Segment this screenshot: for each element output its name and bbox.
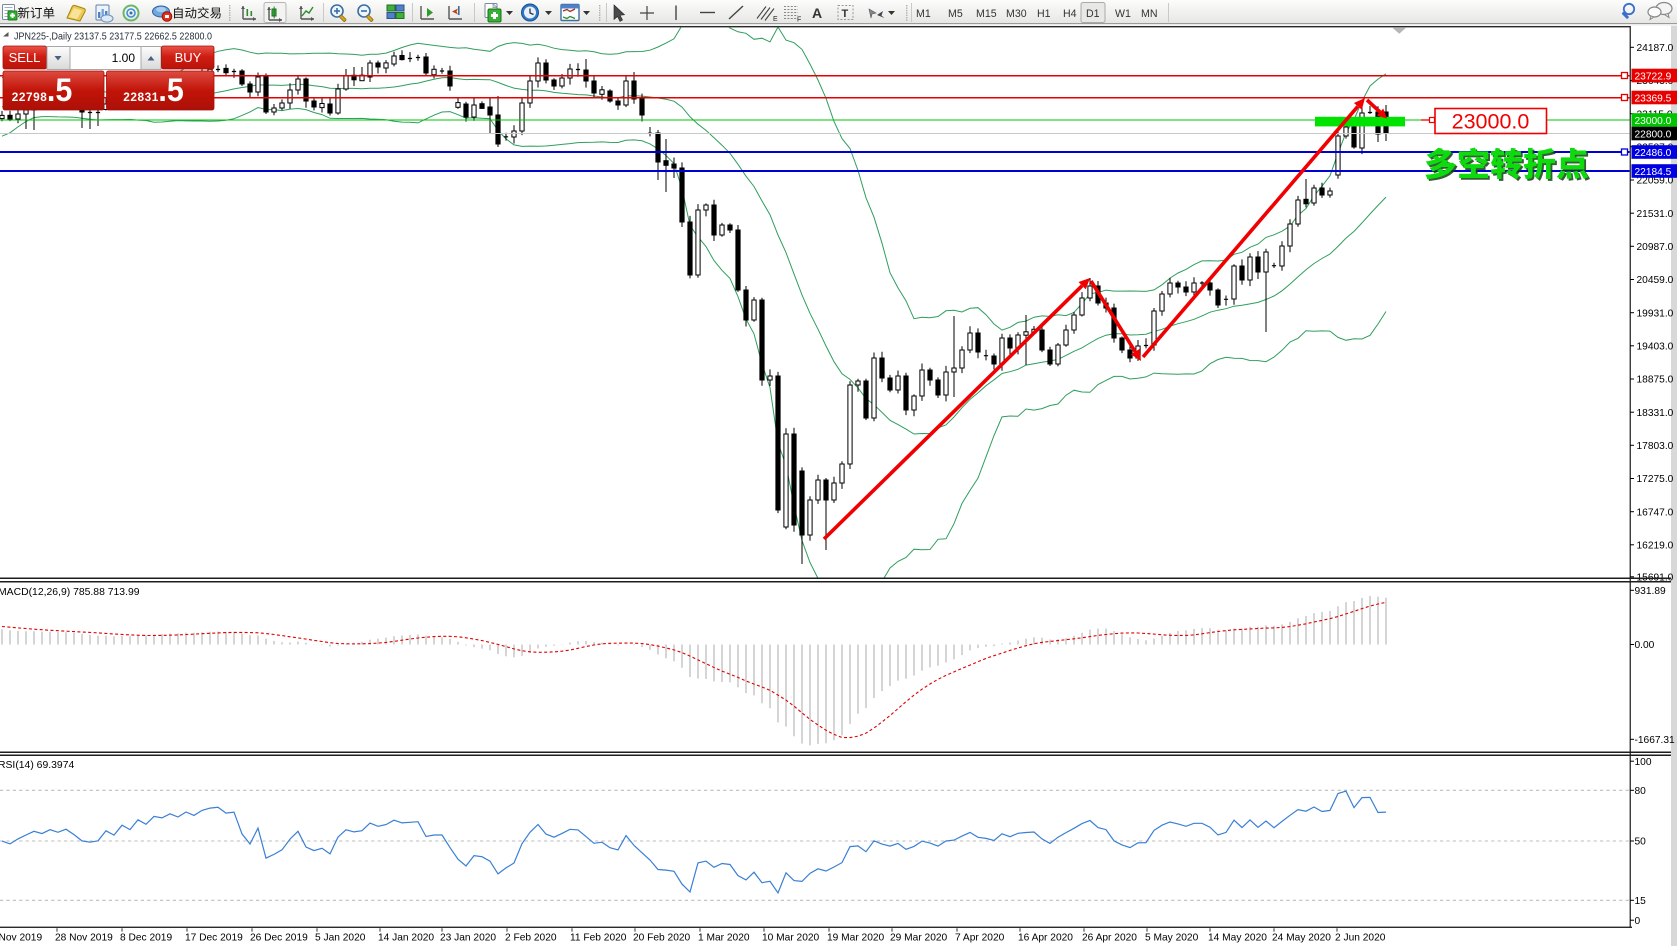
svg-text:22486.0: 22486.0 <box>1635 148 1672 159</box>
svg-text:23 Jan 2020: 23 Jan 2020 <box>440 933 496 944</box>
svg-text:22184.5: 22184.5 <box>1635 167 1672 178</box>
svg-text:SELL: SELL <box>9 50 41 65</box>
svg-text:20 Feb 2020: 20 Feb 2020 <box>633 933 691 944</box>
svg-text:W1: W1 <box>1115 8 1131 20</box>
svg-text:50: 50 <box>1635 837 1647 848</box>
svg-text:H1: H1 <box>1037 8 1051 20</box>
svg-text:16747.0: 16747.0 <box>1637 507 1674 518</box>
svg-text:80: 80 <box>1635 786 1647 797</box>
svg-text:M15: M15 <box>976 8 997 20</box>
svg-text:15: 15 <box>1635 896 1647 907</box>
svg-text:8 Dec 2019: 8 Dec 2019 <box>120 933 172 944</box>
svg-text:5 May 2020: 5 May 2020 <box>1145 933 1199 944</box>
svg-text:7 Apr 2020: 7 Apr 2020 <box>955 933 1005 944</box>
svg-text:D1: D1 <box>1086 8 1100 20</box>
svg-text:17 Dec 2019: 17 Dec 2019 <box>185 933 243 944</box>
svg-text:23000.0: 23000.0 <box>1452 110 1530 134</box>
svg-text:JPN225-,Daily 23137.5 23177.5: JPN225-,Daily 23137.5 23177.5 22662.5 22… <box>14 32 212 43</box>
svg-text:0: 0 <box>1635 916 1641 927</box>
svg-text:22798: 22798 <box>12 90 47 104</box>
svg-text:M1: M1 <box>916 8 931 20</box>
svg-text:M5: M5 <box>948 8 963 20</box>
svg-text:0.00: 0.00 <box>1635 640 1655 651</box>
svg-text:MACD(12,26,9) 785.88 713.99: MACD(12,26,9) 785.88 713.99 <box>0 587 140 598</box>
svg-text:18331.0: 18331.0 <box>1637 408 1674 419</box>
svg-text:100: 100 <box>1635 757 1652 768</box>
svg-text:-1667.31: -1667.31 <box>1635 735 1676 746</box>
svg-text:.5: .5 <box>158 72 183 108</box>
svg-text:14 Jan 2020: 14 Jan 2020 <box>378 933 434 944</box>
svg-text:23369.5: 23369.5 <box>1635 94 1672 105</box>
svg-text:1.00: 1.00 <box>112 51 136 65</box>
svg-text:19 Mar 2020: 19 Mar 2020 <box>827 933 885 944</box>
svg-text:F: F <box>797 17 801 24</box>
svg-text:22800.0: 22800.0 <box>1635 130 1672 141</box>
svg-text:H4: H4 <box>1063 8 1077 20</box>
svg-text:14 May 2020: 14 May 2020 <box>1208 933 1267 944</box>
svg-text:16219.0: 16219.0 <box>1637 540 1674 551</box>
svg-text:9 Nov 2019: 9 Nov 2019 <box>0 933 42 944</box>
svg-text:19931.0: 19931.0 <box>1637 308 1674 319</box>
svg-text:2 Jun 2020: 2 Jun 2020 <box>1335 933 1386 944</box>
svg-text:29 Mar 2020: 29 Mar 2020 <box>890 933 948 944</box>
svg-text:26 Dec 2019: 26 Dec 2019 <box>250 933 308 944</box>
svg-text:20459.0: 20459.0 <box>1637 275 1674 286</box>
svg-text:.5: .5 <box>47 72 72 108</box>
svg-text:RSI(14) 69.3974: RSI(14) 69.3974 <box>0 760 74 771</box>
svg-text:931.89: 931.89 <box>1635 586 1666 597</box>
svg-text:5 Jan 2020: 5 Jan 2020 <box>315 933 366 944</box>
svg-text:11 Feb 2020: 11 Feb 2020 <box>570 933 627 944</box>
svg-text:MN: MN <box>1141 8 1157 20</box>
svg-text:E: E <box>773 16 778 23</box>
svg-text:23722.9: 23722.9 <box>1635 72 1672 83</box>
svg-text:17275.0: 17275.0 <box>1637 474 1674 485</box>
svg-text:24 May 2020: 24 May 2020 <box>1272 933 1331 944</box>
svg-text:20987.0: 20987.0 <box>1637 242 1674 253</box>
svg-text:1 Mar 2020: 1 Mar 2020 <box>698 933 750 944</box>
svg-text:T: T <box>842 8 849 20</box>
svg-text:16 Apr 2020: 16 Apr 2020 <box>1018 933 1073 944</box>
svg-text:A: A <box>812 5 822 21</box>
svg-text:M30: M30 <box>1006 8 1027 20</box>
svg-text:2 Feb 2020: 2 Feb 2020 <box>505 933 557 944</box>
svg-text:18875.0: 18875.0 <box>1637 375 1674 386</box>
svg-text:24187.0: 24187.0 <box>1637 43 1674 54</box>
svg-text:19403.0: 19403.0 <box>1637 341 1674 352</box>
svg-text:22831: 22831 <box>123 90 158 104</box>
svg-text:26 Apr 2020: 26 Apr 2020 <box>1082 933 1137 944</box>
svg-text:23000.0: 23000.0 <box>1635 116 1672 127</box>
svg-text:10 Mar 2020: 10 Mar 2020 <box>762 933 820 944</box>
svg-text:17803.0: 17803.0 <box>1637 441 1674 452</box>
svg-text:21531.0: 21531.0 <box>1637 209 1674 220</box>
svg-text:28 Nov 2019: 28 Nov 2019 <box>55 933 113 944</box>
svg-text:BUY: BUY <box>175 50 202 65</box>
svg-text:22059.0: 22059.0 <box>1637 176 1674 187</box>
